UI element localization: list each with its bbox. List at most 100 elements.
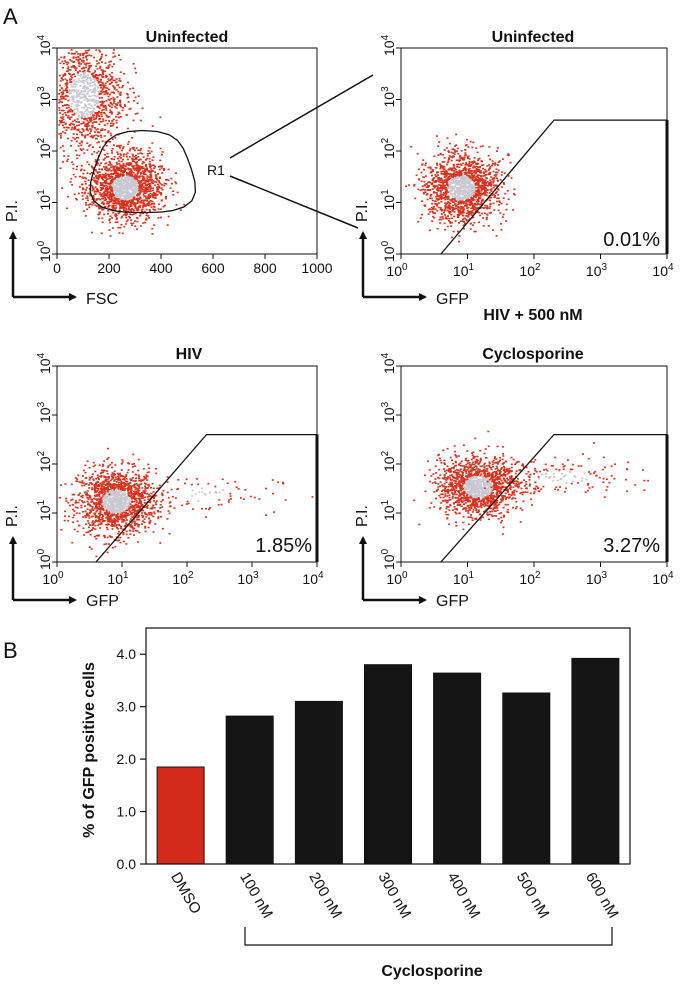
scatter-point [138, 193, 141, 195]
scatter-point [80, 111, 83, 114]
scatter-point [135, 216, 138, 219]
scatter-point [433, 155, 436, 157]
y-tick-label: 101 [36, 189, 53, 211]
scatter-point [485, 184, 488, 187]
scatter-point [437, 189, 440, 192]
scatter-point [86, 49, 89, 52]
scatter-point [451, 167, 454, 170]
scatter-point [118, 54, 121, 56]
scatter-point [455, 133, 458, 136]
scatter-point [60, 95, 62, 98]
scatter-point [461, 177, 464, 180]
scatter-point [82, 130, 85, 132]
scatter-point [452, 179, 454, 181]
scatter-point [476, 191, 479, 193]
scatter-point [483, 189, 486, 191]
scatter-point [481, 160, 484, 163]
scatter-point [109, 82, 112, 85]
scatter-point [118, 155, 121, 158]
scatter-point [494, 195, 496, 197]
scatter-point [460, 174, 463, 177]
scatter-point [130, 189, 133, 191]
scatter-point [112, 79, 115, 82]
scatter-point [441, 218, 444, 220]
x-tick-label: 100 [386, 262, 408, 279]
scatter-point [146, 204, 149, 206]
scatter-point [92, 527, 94, 529]
scatter-point [74, 101, 77, 104]
scatter-point [108, 198, 111, 201]
scatter-point [106, 152, 109, 155]
scatter-point [110, 198, 113, 201]
scatter-point [108, 513, 111, 515]
scatter-point [149, 187, 152, 189]
scatter-point [106, 466, 109, 469]
scatter-point [439, 193, 442, 195]
scatter-point [108, 88, 110, 91]
scatter-point [75, 168, 78, 171]
scatter-point [461, 193, 464, 196]
scatter-point [431, 208, 434, 211]
scatter-point [485, 217, 488, 219]
scatter-point [117, 226, 120, 229]
scatter-point [106, 200, 109, 203]
scatter-point [449, 211, 452, 213]
scatter-point [113, 63, 116, 65]
scatter-point [444, 175, 446, 178]
scatter-point [125, 519, 128, 521]
scatter-point [484, 206, 487, 209]
scatter-point [113, 497, 116, 500]
scatter-point [108, 516, 111, 518]
scatter-point [94, 159, 97, 161]
scatter-point [106, 496, 109, 499]
scatter-point [130, 187, 133, 189]
scatter-point [144, 205, 147, 207]
scatter-uninfected-gfp: Uninfected 100 101 102 103 104 1001011021031… [354, 29, 674, 308]
scatter-point [99, 59, 102, 61]
scatter-point [68, 90, 71, 93]
scatter-point [466, 215, 469, 217]
scatter-point [99, 175, 102, 178]
scatter-point [120, 463, 123, 465]
scatter-point [89, 82, 91, 84]
scatter-point [110, 134, 113, 137]
scatter-point [458, 166, 461, 169]
scatter-point [143, 491, 146, 493]
scatter-point [104, 166, 107, 169]
scatter-point [119, 527, 122, 530]
scatter-point [141, 161, 144, 163]
scatter-point [99, 472, 102, 475]
scatter-point [437, 206, 440, 209]
scatter-point [78, 79, 81, 82]
scatter-point [462, 159, 465, 161]
scatter-point [465, 202, 468, 205]
scatter-point [97, 135, 100, 137]
scatter-point [437, 178, 440, 180]
scatter-point [119, 101, 122, 104]
scatter-point [433, 186, 436, 188]
scatter-point [454, 168, 457, 171]
scatter-point [134, 204, 137, 207]
scatter-point [93, 484, 96, 486]
scatter-point [132, 520, 135, 522]
scatter-point [108, 169, 111, 171]
scatter-point [128, 173, 131, 176]
scatter-point [488, 183, 491, 186]
scatter-point [434, 166, 437, 169]
scatter-point [149, 192, 152, 195]
scatter-point [131, 184, 134, 186]
scatter-point [127, 488, 130, 491]
zoom-connector-bottom [229, 175, 359, 229]
scatter-point [458, 222, 460, 224]
scatter-point [116, 96, 119, 98]
scatter-point [145, 192, 148, 194]
scatter-point [467, 182, 470, 185]
scatter-point [133, 524, 136, 526]
scatter-point [138, 175, 141, 178]
scatter-point [104, 497, 107, 499]
scatter-point [94, 507, 96, 510]
scatter-point [467, 180, 470, 182]
scatter-point [488, 197, 491, 199]
scatter-point [470, 169, 473, 172]
scatter-point [107, 477, 110, 479]
